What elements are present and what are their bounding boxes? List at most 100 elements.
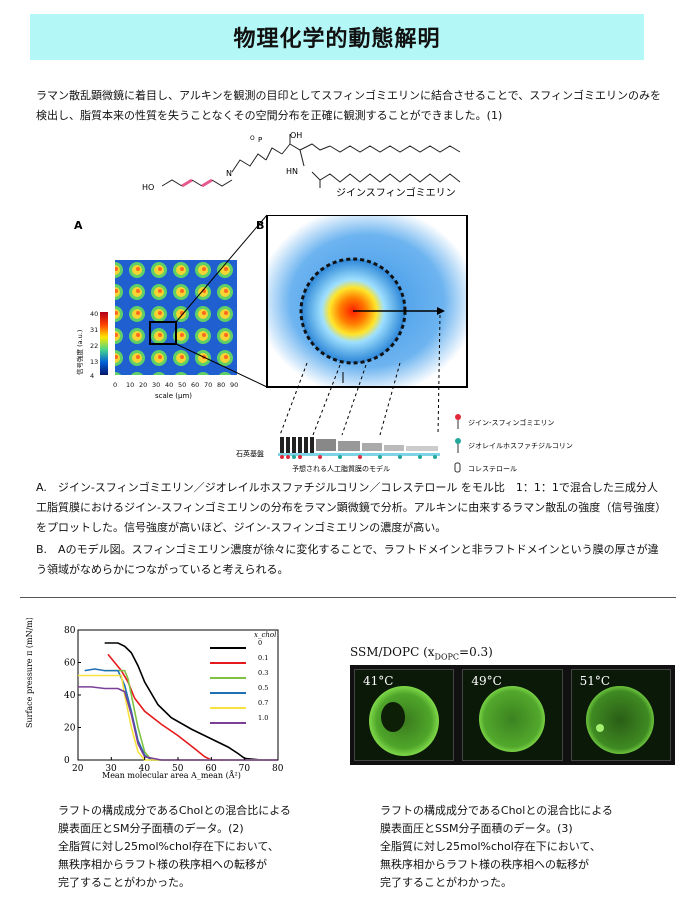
x-tick-label: 80 (272, 764, 284, 774)
atom-hn: HN (286, 167, 298, 176)
legend-swatch (454, 462, 461, 473)
membrane-model (280, 437, 438, 453)
micro-title-part: SSM/DOPC (x (350, 645, 435, 659)
membrane-heads (280, 455, 437, 459)
scale-tick: 20 (139, 381, 147, 389)
y-tick-label: 80 (64, 626, 76, 636)
legend-entry: 0.1 (258, 654, 268, 662)
molecule-name: ジインスフィンゴミエリン (336, 186, 456, 199)
cbar-tick: 40 (90, 310, 98, 318)
temp-label: 51°C (579, 674, 611, 688)
caption-c-line: ラフトの構成成分であるCholとの混合比による (58, 804, 291, 817)
cbar-tick: 4 (90, 372, 94, 380)
legend-swatch (455, 414, 461, 420)
caption-c: ラフトの構成成分であるCholとの混合比による 膜表面圧とSM分子面積のデータ。… (58, 802, 358, 892)
scale-label: scale (µm) (155, 392, 192, 400)
scale-tick: 60 (191, 381, 199, 389)
series-line-0 (104, 642, 278, 761)
temp-label: 41°C (363, 674, 394, 688)
atom-n: N (226, 169, 232, 178)
legend-entry: 0.7 (258, 699, 268, 707)
micro-title-sub: DOPC (434, 652, 460, 662)
micro-panel: 49°C (462, 669, 563, 761)
caption-d-line: 膜表面圧とSSM分子面積のデータ。(3) (380, 822, 573, 835)
caption-d: ラフトの構成成分であるCholとの混合比による 膜表面圧とSSM分子面積のデータ… (380, 802, 680, 892)
micro-panel: 41°C (354, 669, 455, 761)
scale-tick: 30 (152, 381, 160, 389)
caption-b: B. Aのモデル図。スフィンゴミエリン濃度が徐々に変化することで、ラフトドメイン… (36, 543, 659, 576)
legend-entry: 0.5 (258, 684, 268, 692)
scale-ticks: 0 10 20 30 40 50 60 70 80 90 (113, 381, 238, 389)
x-tick-label: 60 (205, 764, 217, 774)
model-label: 予想される人工脂質膜のモデル (292, 464, 390, 473)
legend-title: x_chol (254, 631, 276, 639)
label-b: B (256, 219, 264, 232)
scale-tick: 50 (178, 381, 186, 389)
x-tick-label: 30 (105, 764, 117, 774)
substrate (278, 453, 440, 456)
legend-label: ジイン-スフィンゴミエリン (468, 418, 554, 427)
atom-oh: OH (290, 131, 302, 140)
legend-entry: 0 (258, 639, 262, 647)
atom-p: P (258, 136, 262, 144)
legend: ジイン-スフィンゴミエリン ジオレイルホスファチジルコリン コレステロール (454, 414, 573, 473)
raman-map (115, 260, 237, 375)
x-axis-label: Mean molecular area A_mean (Å²) (102, 771, 241, 780)
x-tick-label: 20 (72, 764, 84, 774)
caption-d-line: 無秩序相からラフト様の秩序相への転移が (380, 858, 589, 871)
cbar-title: 信号強度 (a.u.) (75, 330, 84, 375)
legend-label: ジオレイルホスファチジルコリン (468, 442, 573, 450)
cbar-tick: 13 (90, 358, 98, 366)
x-tick-label: 40 (139, 764, 151, 774)
series-line-0.5 (84, 668, 278, 761)
legend-entry: 0.3 (258, 669, 268, 677)
caption-a: A. ジイン-スフィンゴミエリン／ジオレイルホスファチジルコリン／コレステロール… (36, 481, 661, 534)
page-title: 物理化学的動態解明 (233, 27, 441, 52)
caption-d-line: 全脂質に対し25mol%chol存在下において、 (380, 840, 601, 853)
scale-tick: 80 (217, 381, 225, 389)
scale-tick: 10 (126, 381, 134, 389)
y-tick-label: 20 (64, 724, 76, 734)
scale-tick: 70 (204, 381, 212, 389)
legend-swatch (455, 438, 461, 444)
series-line-0.7 (78, 674, 278, 761)
micro-title: SSM/DOPC (xDOPC=0.3) (350, 645, 493, 661)
microscopy-figure: SSM/DOPC (xDOPC=0.3) 41°C 49°C 51°C (350, 645, 675, 765)
plot-frame (77, 629, 279, 761)
x-tick-label: 70 (239, 764, 251, 774)
atom-ho: HO (142, 183, 154, 192)
cbar-tick: 22 (90, 342, 98, 350)
temp-label: 49°C (471, 674, 502, 688)
section-divider (20, 597, 676, 598)
y-axis-label: Surface pressure π (mN/m) (25, 618, 34, 728)
micro-panel: 51°C (570, 669, 671, 761)
micro-title-end: =0.3) (459, 645, 493, 659)
figure-ab: A B 40 31 22 13 4 信号強度 (a.u.) 0 10 20 30… (74, 215, 573, 473)
atom-o: O (250, 135, 255, 142)
substrate-label: 石英基盤 (236, 449, 264, 458)
series-line-1.0 (78, 686, 278, 761)
zoom-box (149, 321, 177, 345)
caption-d-line: 完了することがわかった。 (380, 876, 512, 889)
cbar-tick: 31 (90, 326, 98, 334)
y-tick-label: 40 (64, 691, 76, 701)
scale-tick: 0 (113, 381, 117, 389)
legend-entry: 1.0 (258, 714, 268, 722)
y-tick-label: 60 (64, 659, 76, 669)
caption-c-line: 完了することがわかった。 (58, 876, 190, 889)
caption-c-line: 無秩序相からラフト様の秩序相への転移が (58, 858, 267, 871)
caption-d-line: ラフトの構成成分であるCholとの混合比による (380, 804, 613, 817)
title-banner: 物理化学的動態解明 (30, 14, 644, 60)
colorbar (100, 312, 108, 375)
caption-c-line: 全脂質に対し25mol%chol存在下において、 (58, 840, 279, 853)
caption-c-line: 膜表面圧とSM分子面積のデータ。(2) (58, 822, 244, 835)
label-a: A (74, 219, 83, 232)
y-tick-label: 0 (64, 756, 70, 766)
scale-tick: 90 (230, 381, 238, 389)
x-tick-label: 50 (172, 764, 184, 774)
intro-paragraph: ラマン散乱顕微鏡に着目し、アルキンを観測の目印としてスフィンゴミエリンに結合させ… (36, 89, 662, 122)
series-line-0.1 (107, 653, 228, 761)
legend-label: コレステロール (468, 465, 517, 473)
molecule-structure: HO N P O OH HN ジインスフィンゴミエリン (142, 131, 461, 199)
